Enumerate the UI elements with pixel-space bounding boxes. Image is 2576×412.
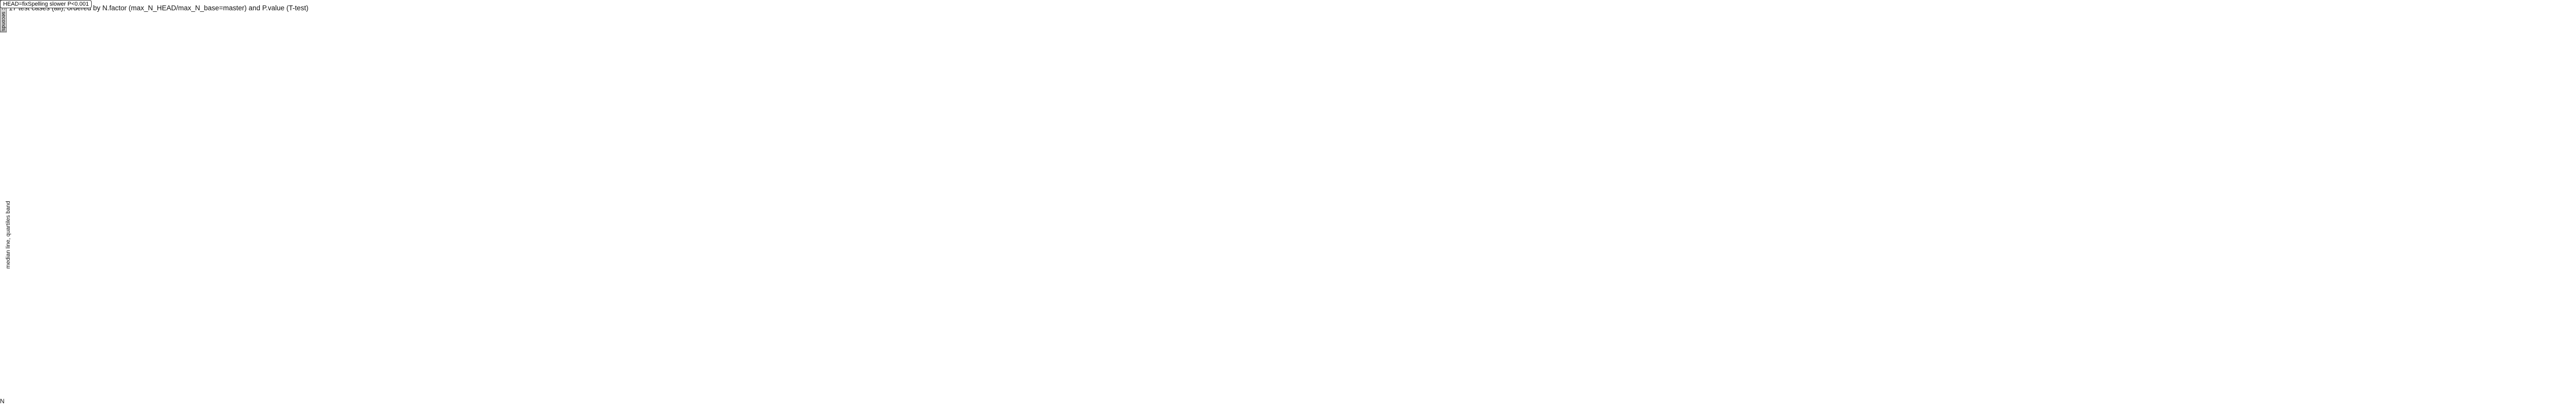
- y-axis-title: median line, quartiles band: [5, 201, 11, 269]
- significance-note: HEAD=fixSpelling slower P<0.001: [0, 0, 92, 8]
- row-strip-seconds-label: unit: seconds: [1, 1, 6, 31]
- x-axis-title: N: [0, 398, 5, 405]
